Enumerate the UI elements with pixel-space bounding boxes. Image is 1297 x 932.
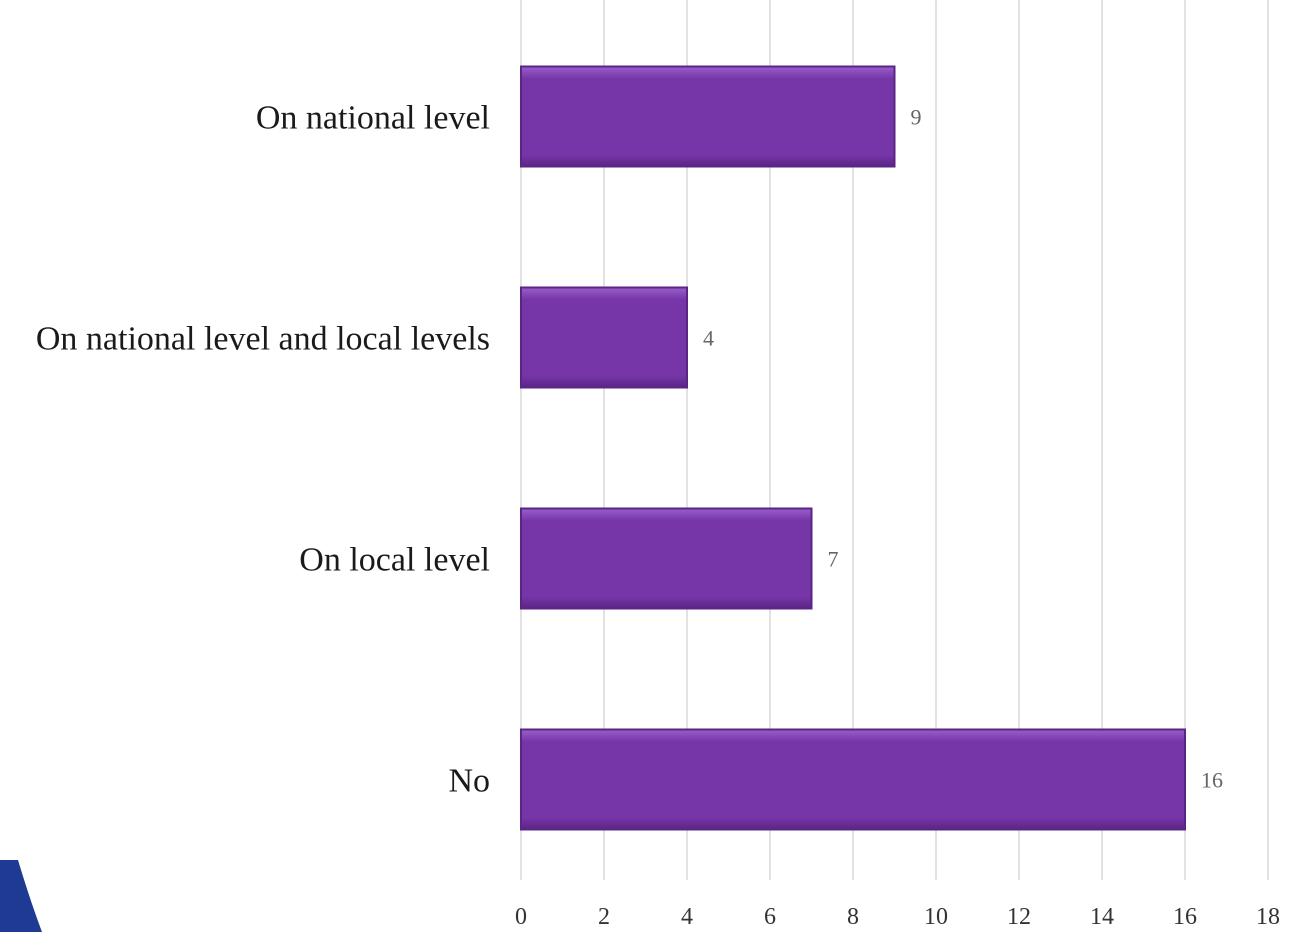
x-tick-label: 18 — [1256, 904, 1280, 930]
category-label: On national level and local levels — [36, 321, 490, 358]
x-tick-label: 0 — [515, 904, 527, 930]
data-label: 16 — [1201, 768, 1223, 793]
category-label: On national level — [256, 100, 490, 137]
bar-3 — [520, 507, 813, 610]
x-tick-label: 12 — [1007, 904, 1031, 930]
data-labels: 9 4 7 16 — [703, 105, 1223, 793]
data-label: 7 — [828, 547, 839, 572]
bars — [520, 65, 1186, 831]
x-tick-label: 14 — [1090, 904, 1114, 930]
category-label: No — [448, 763, 490, 800]
x-tick-label: 8 — [847, 904, 859, 930]
data-label: 4 — [703, 326, 714, 351]
x-tick-label: 4 — [681, 904, 693, 930]
corner-decoration-shape — [0, 860, 42, 932]
bar-4 — [520, 728, 1186, 831]
x-tick-label: 2 — [598, 904, 610, 930]
x-tick-label: 16 — [1173, 904, 1197, 930]
x-tick-label: 10 — [924, 904, 948, 930]
category-labels: On national level On national level and l… — [36, 100, 490, 800]
data-label: 9 — [911, 105, 922, 130]
x-tick-label: 6 — [764, 904, 776, 930]
bar-2 — [520, 286, 688, 389]
x-axis-tick-labels: 0 2 4 6 8 10 12 14 16 18 — [515, 904, 1280, 930]
category-label: On local level — [299, 542, 490, 579]
bar-1 — [520, 65, 896, 168]
